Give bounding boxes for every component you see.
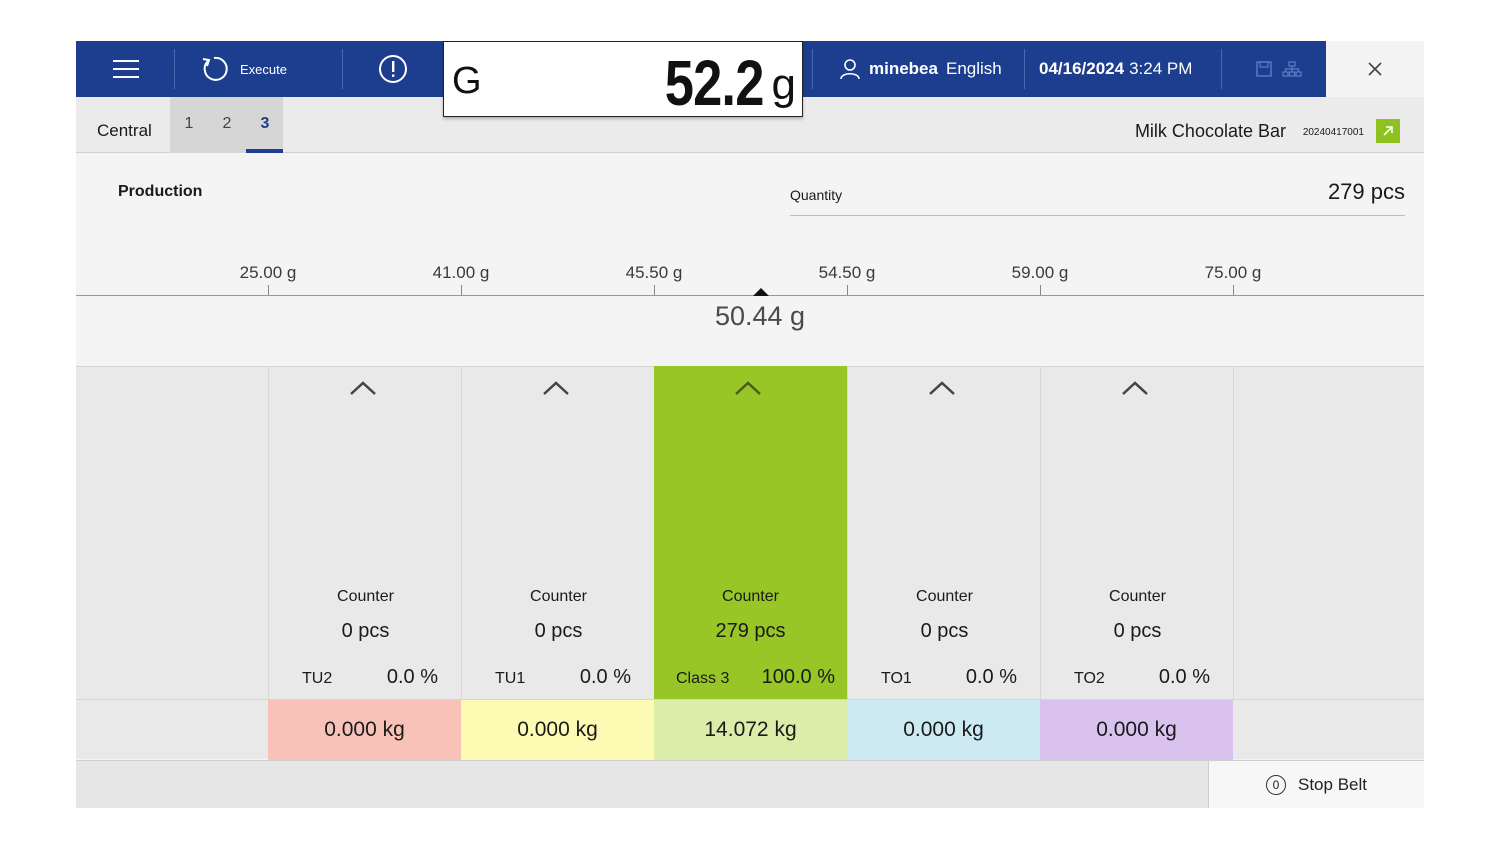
weight-mode: G (452, 60, 482, 102)
quantity-divider (790, 215, 1405, 216)
chevron-up-icon[interactable] (1121, 380, 1149, 396)
weight-total-tu1: 0.000 kg (461, 700, 654, 760)
quantity-label: Quantity (790, 187, 843, 203)
scale-axis (76, 295, 1424, 296)
scale-tick (654, 285, 655, 295)
weight-total-to1: 0.000 kg (847, 700, 1040, 760)
stop-belt-label: Stop Belt (1298, 774, 1367, 794)
menu-button[interactable] (113, 41, 139, 97)
class-percent: 100.0 % (761, 666, 835, 688)
product-code: 20240417001 (1302, 127, 1364, 138)
limit-label-tu2: 25.00 g (239, 263, 297, 282)
date-label: 04/16/2024 (1039, 59, 1125, 78)
weight-display: G 52.2 g (443, 41, 803, 119)
execute-label: Execute (240, 61, 287, 77)
exclamation-circle-icon (379, 55, 407, 83)
weight-total-tu2: 0.000 kg (268, 700, 461, 760)
save-icon (1256, 61, 1272, 77)
limit-label-lower: 45.50 g (625, 263, 683, 282)
class-percent: 0.0 % (386, 666, 438, 688)
user-name: minebea (869, 59, 938, 78)
close-icon (1368, 62, 1382, 76)
limit-label-to2: 75.00 g (1204, 263, 1262, 282)
network-icon (1282, 61, 1302, 77)
class-percent: 0.0 % (1158, 666, 1210, 688)
tab-3[interactable]: 3 (260, 115, 270, 132)
counter-label: Counter (722, 588, 779, 605)
class-divider (76, 699, 1424, 700)
class-column-to1[interactable]: Counter 0 pcs TO1 0.0 % (847, 366, 1040, 700)
class-name: TO1 (881, 670, 912, 687)
user-language-button[interactable]: minebea English (839, 41, 1002, 97)
time-label: 3:24 PM (1129, 59, 1193, 78)
weight-total-to2: 0.000 kg (1040, 700, 1233, 760)
class-column-empty (1233, 366, 1426, 700)
chevron-up-icon[interactable] (349, 380, 377, 396)
weight-value: 52.2 (665, 47, 765, 119)
product-link-button[interactable] (1376, 119, 1400, 143)
scale-tick (461, 285, 462, 295)
scale-tick (847, 285, 848, 295)
chevron-up-icon[interactable] (734, 380, 762, 396)
app-window: Execute minebea English 04/16/2024 3:24 … (76, 41, 1424, 808)
counter-label: Counter (1109, 588, 1166, 605)
class-column-tu2[interactable]: Counter 0 pcs TU2 0.0 % (268, 366, 461, 700)
class-column-class3[interactable]: Counter 279 pcs Class 3 100.0 % (654, 366, 847, 700)
counter-label: Counter (530, 588, 587, 605)
language-label: English (945, 59, 1002, 78)
class-percent: 0.0 % (579, 666, 631, 688)
execute-button[interactable]: Execute (200, 41, 287, 97)
datetime: 04/16/2024 3:24 PM (1039, 41, 1192, 97)
close-button[interactable] (1326, 41, 1424, 97)
tab-1[interactable]: 1 (184, 115, 194, 132)
counter-value: 0 pcs (920, 620, 969, 642)
weight-unit: g (771, 60, 796, 109)
tab-central[interactable]: Central (97, 121, 152, 140)
scale-tick (1040, 285, 1041, 295)
quantity-value: 279 pcs (1327, 179, 1405, 204)
counter-value: 0 pcs (1113, 620, 1162, 642)
info-button[interactable] (378, 41, 408, 97)
limit-label-tu1: 41.00 g (432, 263, 490, 282)
limit-label-to1: 59.00 g (1011, 263, 1069, 282)
chevron-up-icon[interactable] (928, 380, 956, 396)
production-title: Production (118, 183, 203, 200)
class-name: Class 3 (676, 670, 730, 687)
active-tab-indicator (246, 149, 283, 153)
counter-label: Counter (337, 588, 394, 605)
counter-label: Counter (916, 588, 973, 605)
class-name: TU1 (495, 670, 526, 687)
class-name: TO2 (1074, 670, 1105, 687)
weight-total-class3: 14.072 kg (654, 700, 847, 760)
scale-tick (268, 285, 269, 295)
stop-belt-button[interactable]: 0 Stop Belt (1208, 760, 1424, 808)
chevron-up-icon[interactable] (542, 380, 570, 396)
counter-value: 0 pcs (534, 620, 583, 642)
counter-value: 279 pcs (715, 620, 786, 642)
zero-circle-icon: 0 (1266, 774, 1286, 795)
save-button[interactable] (1256, 41, 1272, 97)
counter-value: 0 pcs (341, 620, 390, 642)
class-column-tu1[interactable]: Counter 0 pcs TU1 0.0 % (461, 366, 654, 700)
limit-label-upper: 54.50 g (818, 263, 876, 282)
user-icon (840, 59, 860, 80)
refresh-icon (202, 56, 228, 81)
class-column-to2[interactable]: Counter 0 pcs TO2 0.0 % (1040, 366, 1233, 700)
hamburger-icon (113, 60, 139, 78)
product-name: Milk Chocolate Bar (1134, 121, 1286, 141)
mean-marker (753, 288, 769, 296)
footer-bar (76, 760, 1424, 808)
class-name: TU2 (302, 670, 333, 687)
tab-group: 1 2 3 (170, 97, 283, 153)
mean-value: 50.44 g (714, 301, 806, 331)
scale-tick (1233, 285, 1234, 295)
tab-2[interactable]: 2 (222, 115, 232, 132)
class-percent: 0.0 % (965, 666, 1017, 688)
network-button[interactable] (1282, 41, 1302, 97)
external-link-icon (1383, 126, 1393, 136)
